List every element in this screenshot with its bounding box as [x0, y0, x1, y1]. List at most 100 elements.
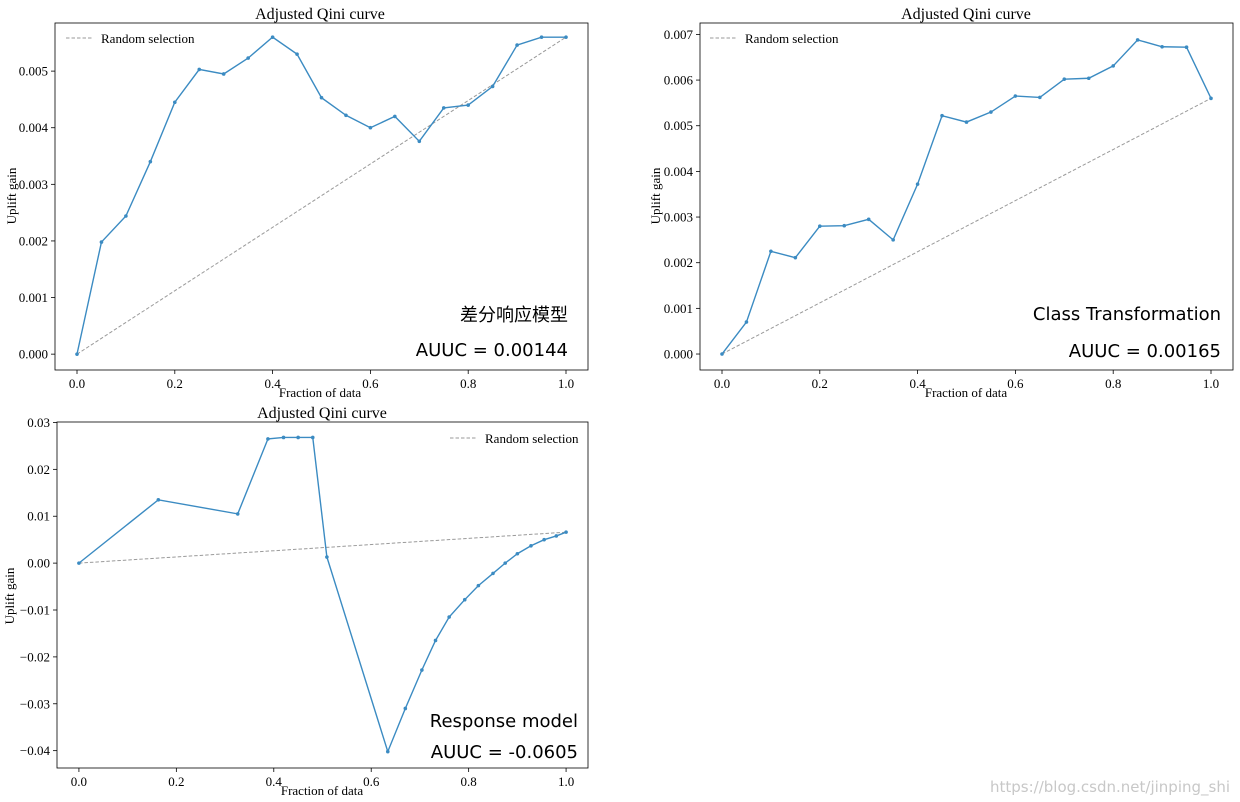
qini-point — [124, 214, 128, 218]
random-selection-line — [78, 531, 567, 564]
qini-point — [1111, 64, 1115, 68]
qini-point — [270, 35, 275, 39]
qini-point — [466, 103, 470, 107]
y-tick-label: 0.004 — [664, 164, 694, 179]
qini-point — [720, 352, 724, 356]
x-tick-label: 0.4 — [266, 774, 283, 789]
x-tick-label: 1.0 — [1203, 376, 1219, 391]
chart-title: Adjusted Qini curve — [901, 6, 1031, 23]
qini-point — [1135, 38, 1140, 42]
qini-point — [515, 551, 520, 556]
qini-point — [319, 95, 324, 100]
qini-point — [989, 110, 993, 114]
qini-point — [842, 223, 847, 228]
qini-point — [266, 437, 270, 441]
qini-point — [156, 498, 161, 502]
qini-point — [1062, 77, 1067, 81]
random-selection-line — [76, 36, 567, 355]
x-tick-label: 0.4 — [264, 376, 281, 391]
qini-point — [940, 113, 944, 118]
y-axis-label: Uplift gain — [648, 167, 663, 224]
y-tick-label: 0.003 — [664, 210, 693, 225]
y-tick-label: 0.002 — [19, 233, 48, 248]
y-tick-label: 0.002 — [664, 255, 693, 270]
y-tick-label: 0.006 — [664, 73, 694, 88]
qini-point — [420, 668, 424, 672]
qini-point — [221, 72, 226, 76]
x-axis-label: Fraction of data — [279, 385, 362, 400]
qini-point — [281, 435, 286, 440]
qini-point — [529, 543, 533, 548]
qini-point — [417, 139, 422, 144]
x-tick-label: 0.0 — [714, 376, 730, 391]
qini-point — [99, 240, 104, 244]
auuc-annotation: AUUC = -0.0605 — [431, 742, 578, 763]
qini-point — [564, 530, 568, 534]
x-tick-label: 0.4 — [909, 376, 926, 391]
x-tick-label: 0.2 — [167, 376, 183, 391]
x-axis-label: Fraction of data — [281, 783, 364, 798]
auuc-annotation: AUUC = 0.00144 — [416, 340, 568, 361]
qini-point — [539, 35, 544, 39]
qini-point — [476, 583, 481, 588]
y-tick-label: 0.000 — [19, 347, 48, 362]
axes-frame — [54, 22, 589, 371]
qini-point — [769, 249, 773, 254]
legend: Random selection — [66, 31, 195, 46]
qini-point — [1013, 94, 1018, 98]
legend: Random selection — [450, 431, 579, 446]
x-tick-label: 1.0 — [558, 774, 574, 789]
axes-frame — [56, 421, 589, 769]
qini-chart-class-transformation: Adjusted Qini curve Fraction of data Upl… — [648, 6, 1234, 400]
y-tick-label: 0.01 — [27, 509, 50, 524]
x-tick-label: 0.6 — [363, 774, 380, 789]
x-tick-label: 0.0 — [69, 376, 85, 391]
qini-point — [325, 555, 329, 559]
qini-point — [503, 561, 507, 565]
qini-point — [75, 352, 79, 356]
y-axis-label: Uplift gain — [2, 567, 17, 624]
x-tick-label: 0.6 — [362, 376, 379, 391]
y-tick-label: 0.004 — [19, 120, 49, 135]
qini-point — [462, 597, 467, 602]
qini-point — [295, 52, 299, 56]
qini-point — [1160, 44, 1164, 49]
qini-chart-response-model: Adjusted Qini curve Fraction of data Upl… — [2, 405, 589, 798]
qini-point — [148, 159, 153, 164]
x-axis-label: Fraction of data — [925, 385, 1008, 400]
y-tick-label: −0.01 — [20, 603, 50, 618]
qini-point — [173, 100, 177, 105]
qini-point — [793, 255, 798, 260]
qini-point — [866, 217, 871, 222]
y-tick-label: 0.005 — [19, 64, 48, 79]
y-tick-label: −0.04 — [20, 743, 51, 758]
qini-point — [744, 320, 749, 324]
qini-point — [915, 182, 920, 186]
qini-point — [77, 561, 81, 565]
qini-point — [1086, 76, 1091, 81]
qini-point — [1038, 95, 1042, 100]
qini-point — [385, 749, 390, 754]
legend-label-random: Random selection — [745, 31, 839, 46]
model-name-annotation: Response model — [430, 711, 578, 732]
qini-point — [1209, 96, 1213, 101]
chart-title: Adjusted Qini curve — [257, 405, 387, 422]
y-tick-label: 0.005 — [664, 118, 693, 133]
y-tick-label: 0.007 — [664, 27, 694, 42]
model-name-annotation: 差分响应模型 — [460, 305, 568, 326]
x-tick-label: 0.8 — [1105, 376, 1121, 391]
y-tick-label: −0.03 — [20, 696, 50, 711]
qini-series-line — [78, 436, 567, 754]
qini-point — [891, 238, 895, 242]
qini-point — [491, 571, 495, 576]
qini-point — [246, 56, 250, 60]
legend-label-random: Random selection — [485, 431, 579, 446]
qini-point — [441, 106, 446, 110]
qini-point — [554, 534, 559, 538]
watermark: https://blog.csdn.net/jinping_shi — [990, 778, 1230, 796]
qini-point — [310, 435, 315, 440]
y-tick-label: 0.001 — [664, 301, 693, 316]
qini-point — [964, 120, 969, 124]
x-tick-label: 1.0 — [558, 376, 574, 391]
